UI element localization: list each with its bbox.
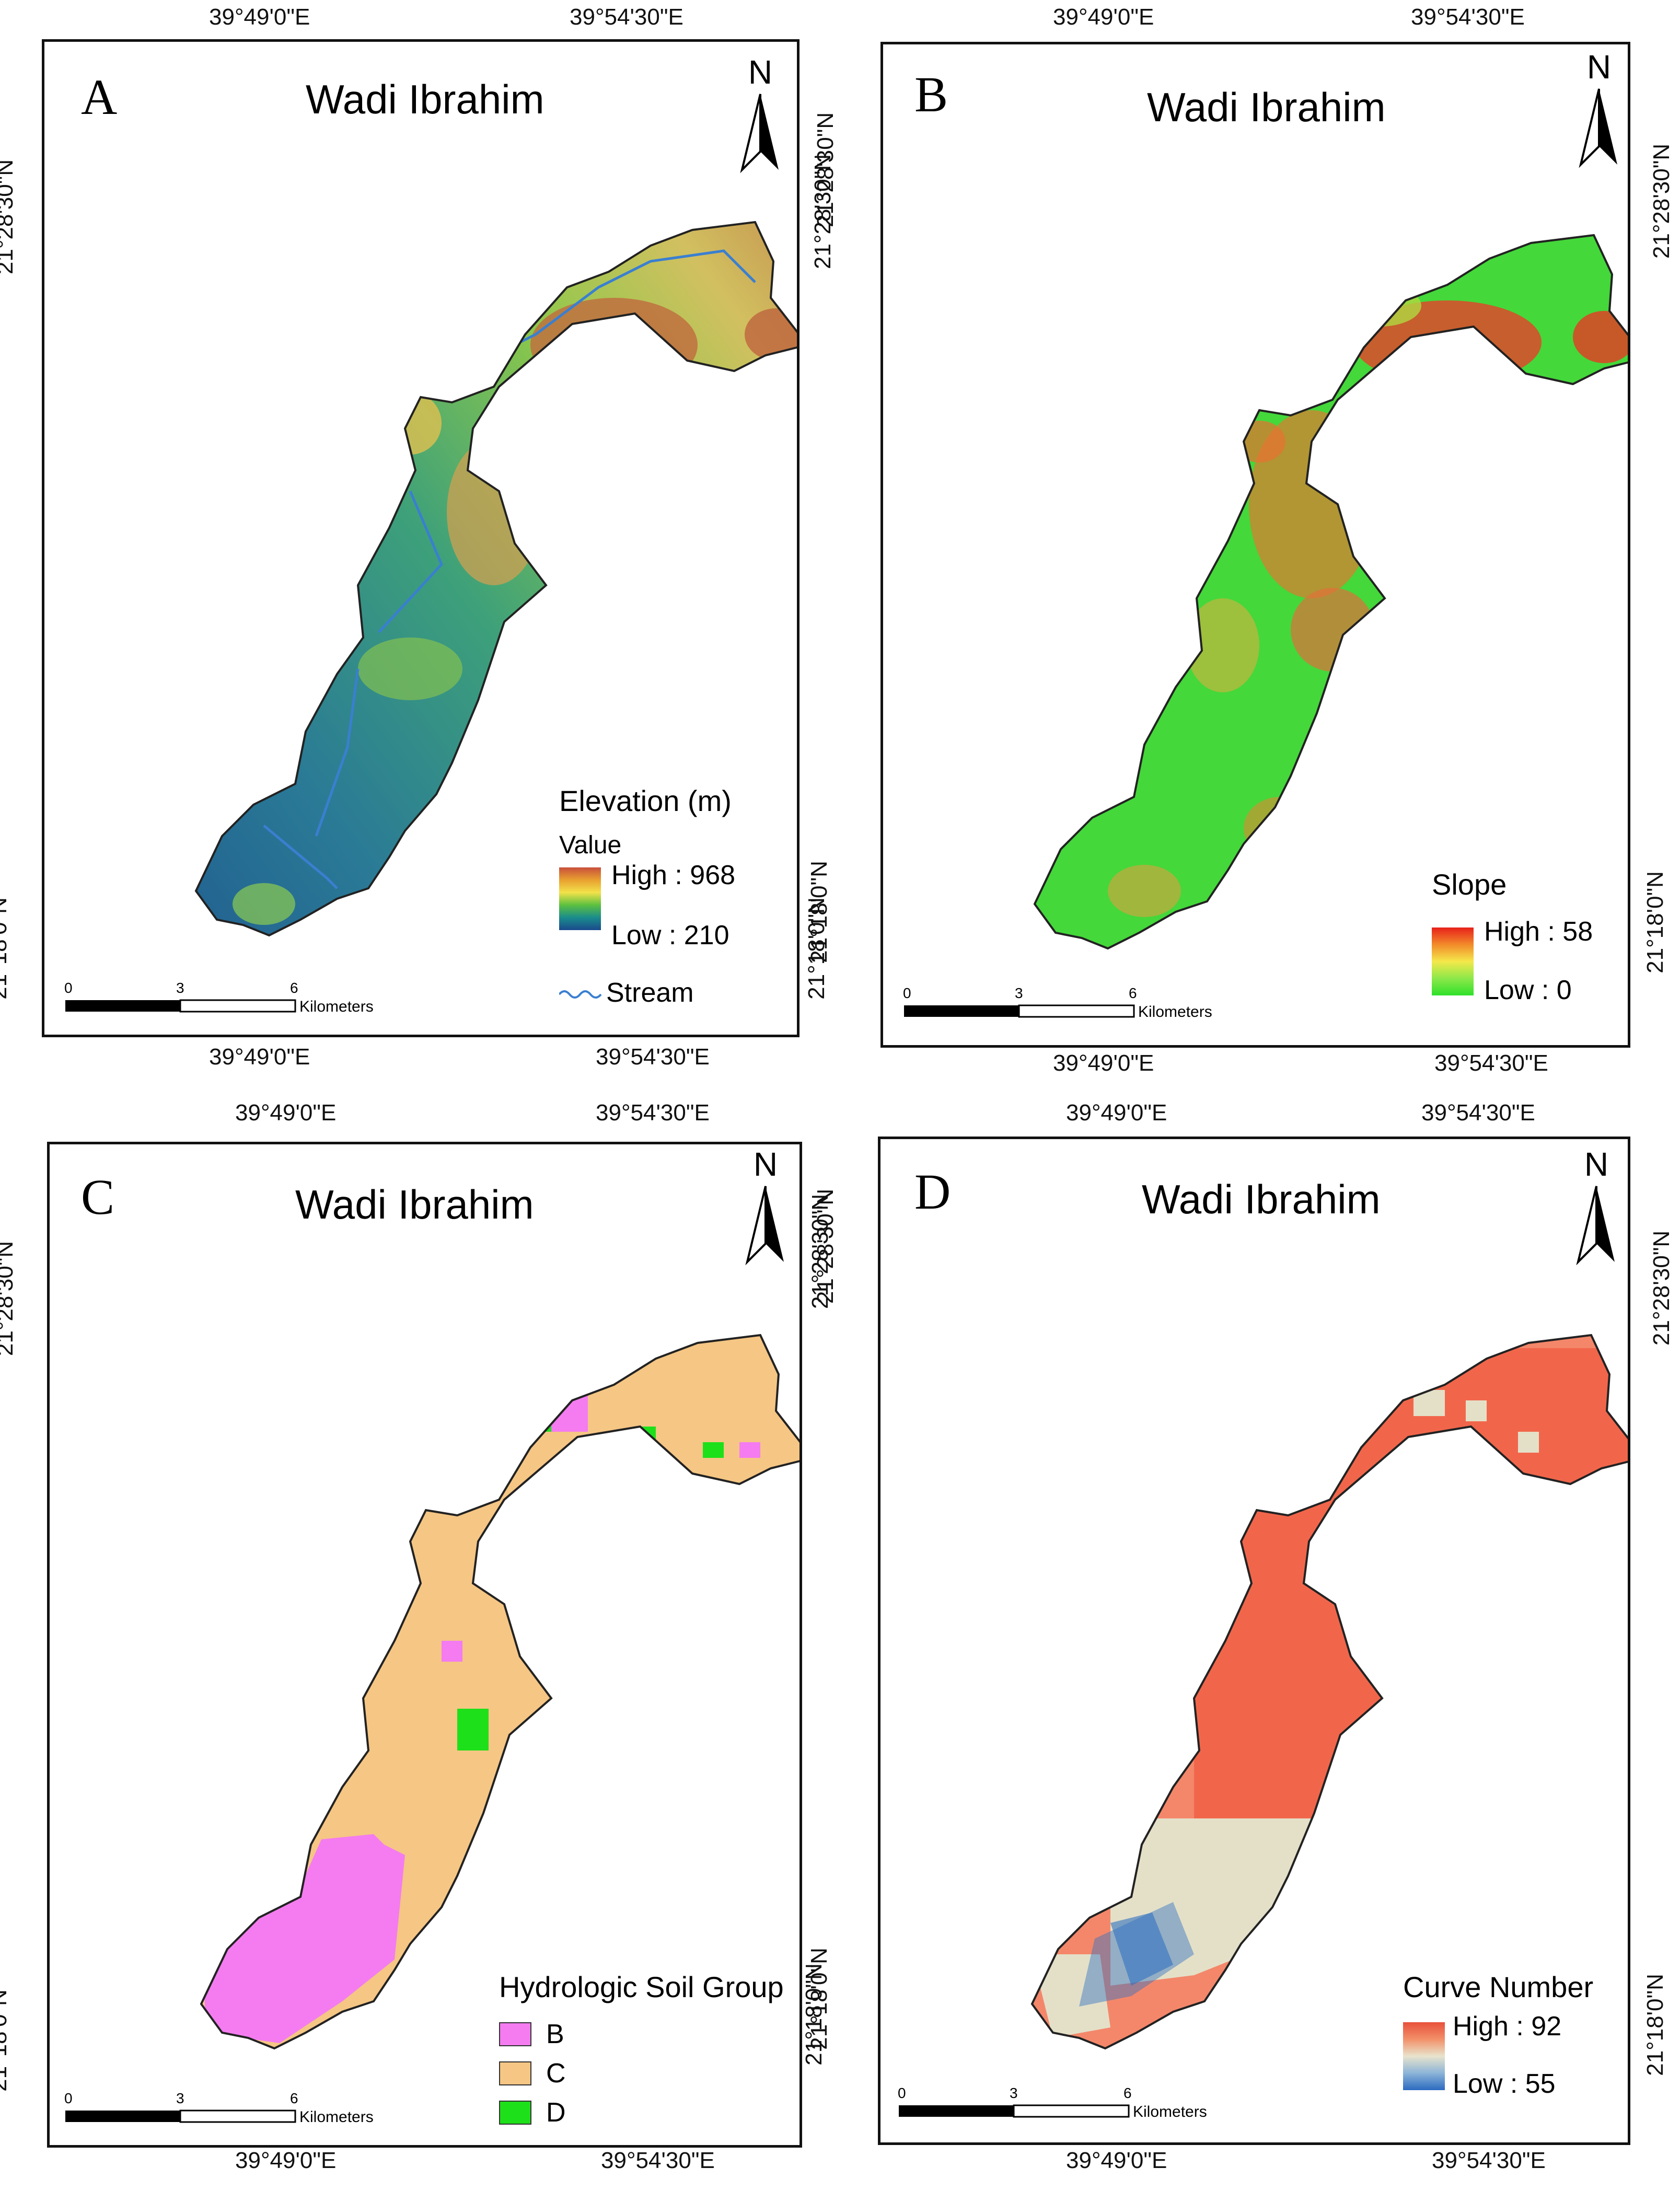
lat-label-left-1: 21°28'30"N [0,1241,18,1357]
scale-bar-c [65,2108,431,2127]
lon-label-top-2: 39°54'30"E [596,1100,710,1126]
scale-tick-3: 3 [1015,985,1023,1001]
map-frame-a: A Wadi Ibrahim N Elevation (m) Value Hig… [42,39,800,1037]
lon-label-top-1: 39°49'0"E [1053,4,1154,30]
legend-label-d: D [546,2097,566,2128]
legend-high-b: High : 58 [1484,917,1593,947]
scale-tick-0: 0 [64,980,73,996]
lon-label-bottom-1: 39°49'0"E [1066,2148,1167,2173]
lon-label-top-1: 39°49'0"E [235,1100,337,1126]
legend-low-b: Low : 0 [1484,975,1572,1005]
stream-legend-icon [558,985,606,1003]
map-frame-d: D Wadi Ibrahim N Curve Number High : 92 … [878,1137,1630,2145]
lon-label-bottom-2: 39°54'30"E [1432,2148,1546,2173]
lon-label-top-1: 39°49'0"E [1066,1100,1167,1126]
north-arrow-icon: N [1573,47,1625,175]
map-title-c: Wadi Ibrahim [295,1181,534,1227]
legend-title-d: Curve Number [1403,1970,1594,2003]
legend-low-a: Low : 210 [611,920,729,950]
legend-swatch-c [499,2061,531,2085]
scale-tick-6: 6 [290,980,298,996]
map-title-a: Wadi Ibrahim [306,76,544,122]
legend-title-c: Hydrologic Soil Group [499,1970,784,2003]
lat-label-left-1: 21°28'30"N [807,1193,833,1309]
lon-label-bottom-1: 39°49'0"E [209,1044,310,1070]
scale-bar-a [65,998,431,1016]
north-label: N [1584,1145,1608,1183]
map-frame-c: C Wadi Ibrahim N Hydrologic Soil Group B… [47,1142,802,2148]
scale-tick-3: 3 [176,980,184,996]
north-arrow-icon: N [734,52,786,180]
elevation-ramp [559,867,601,930]
scale-unit-d: Kilometers [1133,2103,1207,2120]
lat-label-left-2: 21°18'0"N [803,897,829,1000]
lat-label-left-1: 21°28'30"N [0,159,18,275]
lat-label-left-2: 21°18'0"N [801,1963,827,2066]
panel-letter-c: C [81,1169,115,1225]
scale-tick-6: 6 [290,2090,298,2106]
panel-letter-d: D [914,1164,951,1220]
legend-swatch-d [499,2101,531,2125]
scale-unit-a: Kilometers [299,998,374,1015]
scale-tick-0: 0 [898,2085,906,2101]
legend-stream-label: Stream [606,978,694,1008]
lon-label-bottom-2: 39°54'30"E [1434,1050,1548,1076]
lon-label-bottom-2: 39°54'30"E [596,1044,710,1070]
legend-label-b: B [546,2019,564,2049]
lon-label-bottom-1: 39°49'0"E [1053,1050,1154,1076]
legend-subtitle-a: Value [559,831,622,859]
scale-bar-d [899,2103,1265,2122]
scale-tick-0: 0 [64,2090,73,2106]
lon-label-bottom-2: 39°54'30"E [601,2148,715,2173]
lat-label-left-2: 21°18'0"N [0,1989,11,2092]
lat-label-right-2: 21°18'0"N [1642,871,1668,973]
scale-tick-0: 0 [903,985,911,1001]
legend-high-a: High : 968 [611,860,736,890]
legend-low-d: Low : 55 [1453,2069,1556,2099]
scale-tick-3: 3 [176,2090,184,2106]
scale-tick-3: 3 [1010,2085,1018,2101]
map-title-d: Wadi Ibrahim [1142,1176,1381,1222]
map-title-b: Wadi Ibrahim [1147,84,1386,130]
slope-ramp [1432,928,1474,995]
north-label: N [754,1145,778,1183]
scale-unit-c: Kilometers [299,2108,374,2126]
legend-title-a: Elevation (m) [559,784,732,817]
scale-tick-6: 6 [1123,2085,1132,2101]
panel-letter-b: B [914,66,948,122]
north-label: N [1587,48,1611,86]
scale-tick-6: 6 [1129,985,1137,1001]
slope-map [1034,234,1628,949]
legend-swatch-b [499,2022,531,2046]
legend-label-c: C [546,2058,566,2089]
legend-high-d: High : 92 [1453,2011,1562,2042]
lat-label-left-1: 21°28'30"N [810,154,836,270]
lon-label-top-2: 39°54'30"E [1421,1100,1535,1126]
curve-number-ramp [1403,2022,1445,2090]
legend-title-b: Slope [1432,868,1507,901]
lon-label-top-1: 39°49'0"E [209,4,310,30]
lon-label-top-2: 39°54'30"E [570,4,683,30]
lat-label-left-2: 21°18'0"N [0,897,11,1000]
lat-label-right-1: 21°28'30"N [1649,1230,1675,1346]
lat-label-right-2: 21°18'0"N [1642,1974,1668,2076]
map-frame-b: B Wadi Ibrahim N Slope High : 58 Low : 0… [880,42,1630,1048]
elevation-map [195,221,797,936]
north-arrow-icon: N [739,1144,792,1272]
soil-group-map [200,1334,800,2049]
curve-number-map [1031,1334,1628,2049]
scale-unit-b: Kilometers [1138,1003,1212,1021]
lon-label-top-2: 39°54'30"E [1411,4,1525,30]
lat-label-right-1: 21°28'30"N [1649,143,1675,259]
panel-letter-a: A [81,69,118,125]
lon-label-bottom-1: 39°49'0"E [235,2148,337,2173]
north-label: N [748,53,772,91]
north-arrow-icon: N [1570,1144,1623,1272]
scale-bar-b [904,1003,1270,1022]
